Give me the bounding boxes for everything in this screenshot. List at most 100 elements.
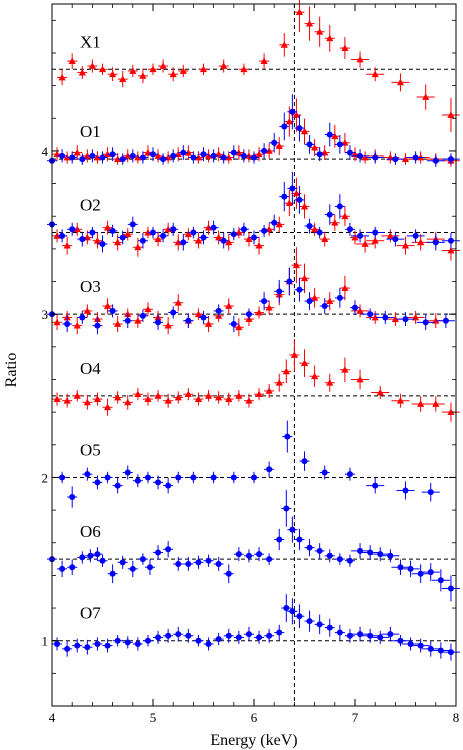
data-point-circle — [412, 154, 419, 161]
data-point-circle — [165, 632, 172, 639]
data-point-triangle — [194, 395, 203, 402]
data-point-circle — [180, 239, 187, 246]
data-point-circle — [119, 559, 126, 566]
data-point-triangle — [73, 322, 81, 329]
data-point-triangle — [240, 65, 248, 73]
data-point-circle — [256, 634, 263, 641]
data-point-circle — [230, 320, 237, 327]
data-point-triangle — [73, 225, 81, 233]
panel-label: O4 — [80, 359, 101, 378]
data-point-triangle — [255, 390, 263, 398]
data-point-triangle — [93, 237, 102, 244]
data-point-triangle — [432, 400, 440, 407]
data-point-circle — [129, 221, 136, 228]
data-point-circle — [119, 156, 126, 163]
data-point-triangle — [331, 219, 339, 226]
data-point-circle — [281, 193, 288, 200]
data-point-triangle — [235, 392, 243, 399]
data-point-triangle — [422, 93, 430, 100]
series-blue — [52, 594, 460, 661]
data-point-triangle — [103, 302, 112, 309]
data-point-circle — [54, 640, 61, 647]
data-point-triangle — [285, 117, 293, 125]
data-point-circle — [59, 565, 66, 572]
data-point-circle — [346, 557, 353, 564]
data-point-circle — [289, 185, 296, 192]
data-point-triangle — [144, 395, 152, 402]
data-point-circle — [316, 547, 323, 554]
data-point-circle — [284, 433, 291, 440]
data-point-circle — [372, 154, 379, 161]
data-point-circle — [89, 229, 96, 236]
data-point-circle — [160, 232, 167, 239]
data-point-circle — [261, 227, 268, 234]
data-point-triangle — [119, 75, 127, 82]
data-point-circle — [372, 482, 379, 489]
data-point-triangle — [83, 398, 91, 406]
panel-label: X1 — [80, 32, 101, 51]
data-point-circle — [59, 474, 66, 481]
data-point-triangle — [220, 62, 228, 69]
data-point-triangle — [83, 152, 91, 159]
data-point-circle — [144, 637, 151, 644]
data-point-triangle — [63, 153, 71, 161]
data-point-circle — [261, 147, 268, 154]
series-red — [52, 339, 460, 422]
data-point-circle — [326, 211, 333, 218]
data-point-triangle — [401, 242, 410, 249]
data-point-circle — [326, 552, 333, 559]
data-point-circle — [306, 298, 313, 305]
data-point-triangle — [265, 387, 273, 394]
data-point-triangle — [103, 403, 112, 411]
data-point-circle — [367, 311, 374, 318]
data-point-circle — [266, 466, 273, 473]
data-point-circle — [316, 151, 323, 158]
data-point-triangle — [164, 225, 172, 233]
data-point-triangle — [93, 395, 102, 402]
series-blue — [47, 267, 455, 335]
data-point-circle — [296, 536, 303, 543]
data-point-circle — [205, 557, 212, 564]
data-point-triangle — [326, 34, 334, 42]
data-point-circle — [432, 239, 439, 246]
data-point-circle — [74, 642, 81, 649]
data-point-triangle — [174, 393, 182, 401]
data-point-circle — [382, 314, 389, 321]
data-point-triangle — [114, 393, 122, 401]
data-point-triangle — [98, 65, 107, 73]
data-point-triangle — [194, 237, 203, 244]
data-point-circle — [230, 231, 237, 238]
data-point-triangle — [204, 152, 213, 159]
panel-label: O7 — [80, 604, 101, 623]
data-point-circle — [170, 226, 177, 233]
series-red — [57, 0, 460, 133]
data-point-triangle — [295, 8, 304, 16]
data-point-triangle — [225, 153, 233, 161]
data-point-circle — [119, 234, 126, 241]
data-point-circle — [402, 487, 409, 494]
y-axis-label: Ratio — [3, 353, 20, 388]
data-point-triangle — [164, 397, 172, 404]
data-point-circle — [64, 320, 71, 327]
data-point-triangle — [275, 220, 283, 228]
data-point-triangle — [326, 379, 334, 386]
data-point-circle — [109, 307, 116, 314]
data-point-circle — [296, 286, 303, 293]
data-point-circle — [134, 477, 141, 484]
x-tick-label: 8 — [453, 710, 460, 725]
data-point-triangle — [447, 408, 455, 416]
y-tick-label: 4 — [42, 144, 49, 159]
data-point-circle — [205, 640, 212, 647]
data-point-triangle — [391, 315, 399, 322]
data-point-circle — [271, 219, 278, 226]
data-point-circle — [387, 631, 394, 638]
data-point-circle — [346, 471, 353, 478]
data-point-triangle — [134, 243, 142, 251]
data-point-triangle — [341, 212, 349, 220]
data-point-circle — [271, 139, 278, 146]
y-tick-label: 1 — [42, 634, 49, 649]
data-point-triangle — [417, 400, 425, 407]
data-point-circle — [245, 631, 252, 638]
data-point-triangle — [356, 55, 364, 63]
data-point-circle — [180, 149, 187, 156]
